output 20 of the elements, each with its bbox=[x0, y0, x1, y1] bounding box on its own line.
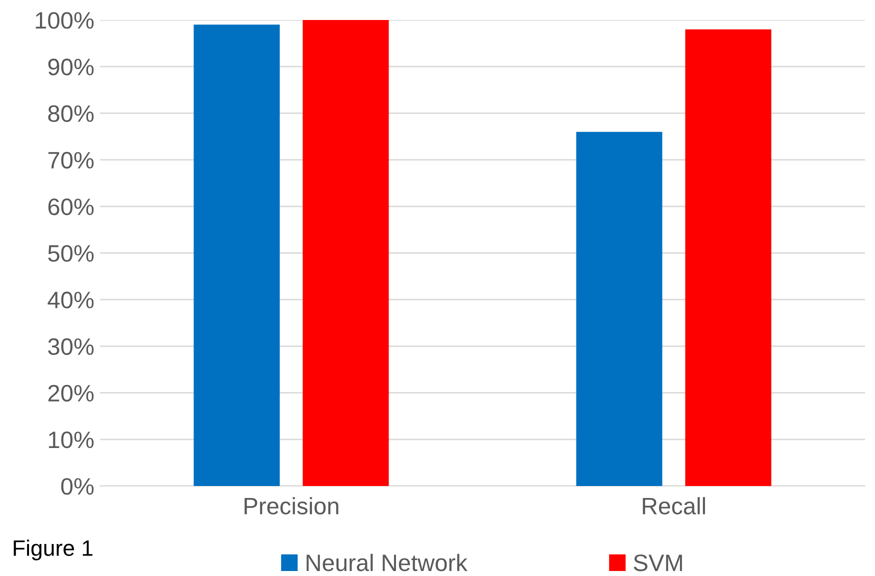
legend-label: Neural Network bbox=[306, 554, 468, 572]
bar bbox=[576, 132, 662, 486]
y-tick-label: 100% bbox=[36, 12, 94, 29]
y-tick-label: 70% bbox=[48, 152, 94, 169]
y-tick-label: 60% bbox=[48, 198, 94, 216]
bar bbox=[685, 29, 772, 486]
bar bbox=[194, 24, 280, 486]
y-tick-label: 10% bbox=[48, 431, 94, 448]
y-tick-label: 40% bbox=[48, 292, 94, 308]
y-tick-label: 0% bbox=[61, 478, 94, 495]
y-tick-label: 80% bbox=[48, 105, 94, 122]
y-tick-label: 30% bbox=[48, 338, 94, 355]
x-tick-label: Recall bbox=[642, 497, 705, 514]
x-tick-label: Precision bbox=[244, 497, 338, 514]
y-tick-label: 90% bbox=[48, 58, 94, 76]
y-tick-label: 20% bbox=[48, 384, 94, 402]
legend-label: SVM bbox=[634, 554, 682, 572]
y-tick-label: 50% bbox=[48, 245, 94, 262]
caption: Figure 1 bbox=[14, 540, 92, 560]
bar bbox=[302, 20, 389, 486]
